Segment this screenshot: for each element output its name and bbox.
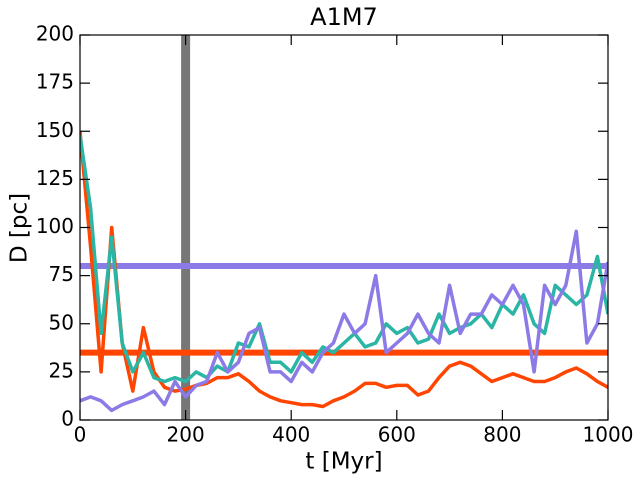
series-line bbox=[80, 229, 608, 413]
x-tick-label: 0 bbox=[74, 423, 87, 447]
y-tick-label: 200 bbox=[36, 22, 74, 46]
x-tick-label: 800 bbox=[483, 423, 521, 447]
x-tick-label: 200 bbox=[167, 423, 205, 447]
y-tick-label: 0 bbox=[61, 407, 74, 431]
x-axis-label: t [Myr] bbox=[305, 449, 382, 475]
chart-title: A1M7 bbox=[310, 3, 378, 31]
y-tick-label: 100 bbox=[36, 214, 74, 238]
y-tick-label: 125 bbox=[36, 166, 74, 190]
y-tick-label: 25 bbox=[49, 358, 74, 382]
plot-frame bbox=[79, 34, 609, 421]
series-line bbox=[80, 131, 608, 409]
y-axis-label: D [pc] bbox=[7, 193, 33, 263]
x-tick-label: 400 bbox=[272, 423, 310, 447]
x-tick-label: 1000 bbox=[583, 423, 634, 447]
x-tick-label: 600 bbox=[378, 423, 416, 447]
y-tick-label: 150 bbox=[36, 118, 74, 142]
y-tick-label: 75 bbox=[49, 262, 74, 286]
y-tick-label: 50 bbox=[49, 310, 74, 334]
y-tick-label: 175 bbox=[36, 70, 74, 94]
